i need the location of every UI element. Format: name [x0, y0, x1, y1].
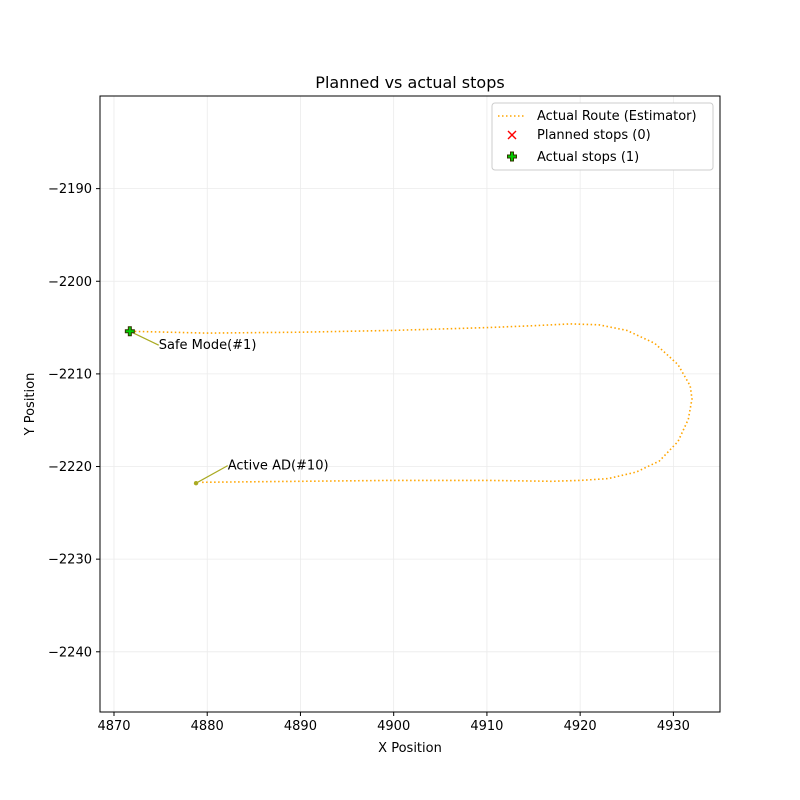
y-tick-label: −2230 — [48, 553, 92, 568]
legend-box — [491, 102, 714, 171]
chart-title: Planned vs actual stops — [315, 73, 504, 92]
y-tick-label: −2190 — [48, 182, 92, 197]
axes: 4870 4880 4890 4900 4910 4920 4930 −2240 −2230 −2… — [48, 182, 690, 734]
legend-label-planned: Planned stops (0) — [537, 128, 651, 143]
legend: Actual Route (Estimator) Planned stops (… — [491, 102, 714, 171]
x-tick-label: 4910 — [470, 719, 503, 734]
annotation-point — [193, 481, 199, 486]
y-tick-label: −2220 — [48, 460, 92, 475]
route-line — [130, 323, 693, 484]
y-axis-label: Y Position — [23, 373, 38, 437]
y-tick-label: −2210 — [48, 367, 92, 382]
x-tick-label: 4880 — [191, 719, 224, 734]
annotation-label: Active AD(#10) — [228, 459, 329, 474]
x-tick-label: 4920 — [564, 719, 597, 734]
x-tick-label: 4870 — [97, 719, 130, 734]
plot-area: Safe Mode(#1) Active AD(#10) — [124, 323, 693, 486]
annotation-label: Safe Mode(#1) — [159, 338, 257, 353]
grid — [100, 96, 720, 712]
x-tick-label: 4890 — [284, 719, 317, 734]
x-tick-label: 4900 — [377, 719, 410, 734]
annotation-connector — [195, 465, 229, 484]
y-tick-label: −2200 — [48, 275, 92, 290]
legend-planned-x-icon — [507, 130, 517, 140]
actual-stop-marker — [124, 326, 135, 337]
x-tick-label: 4930 — [657, 719, 690, 734]
legend-label-actual: Actual stops (1) — [537, 150, 639, 165]
legend-actual-plus-icon — [507, 151, 517, 162]
annotation-connector — [129, 330, 159, 346]
axes-frame — [99, 95, 721, 713]
y-tick-label: −2240 — [48, 645, 92, 660]
x-axis-label: X Position — [378, 741, 442, 756]
legend-label-route: Actual Route (Estimator) — [537, 109, 697, 124]
